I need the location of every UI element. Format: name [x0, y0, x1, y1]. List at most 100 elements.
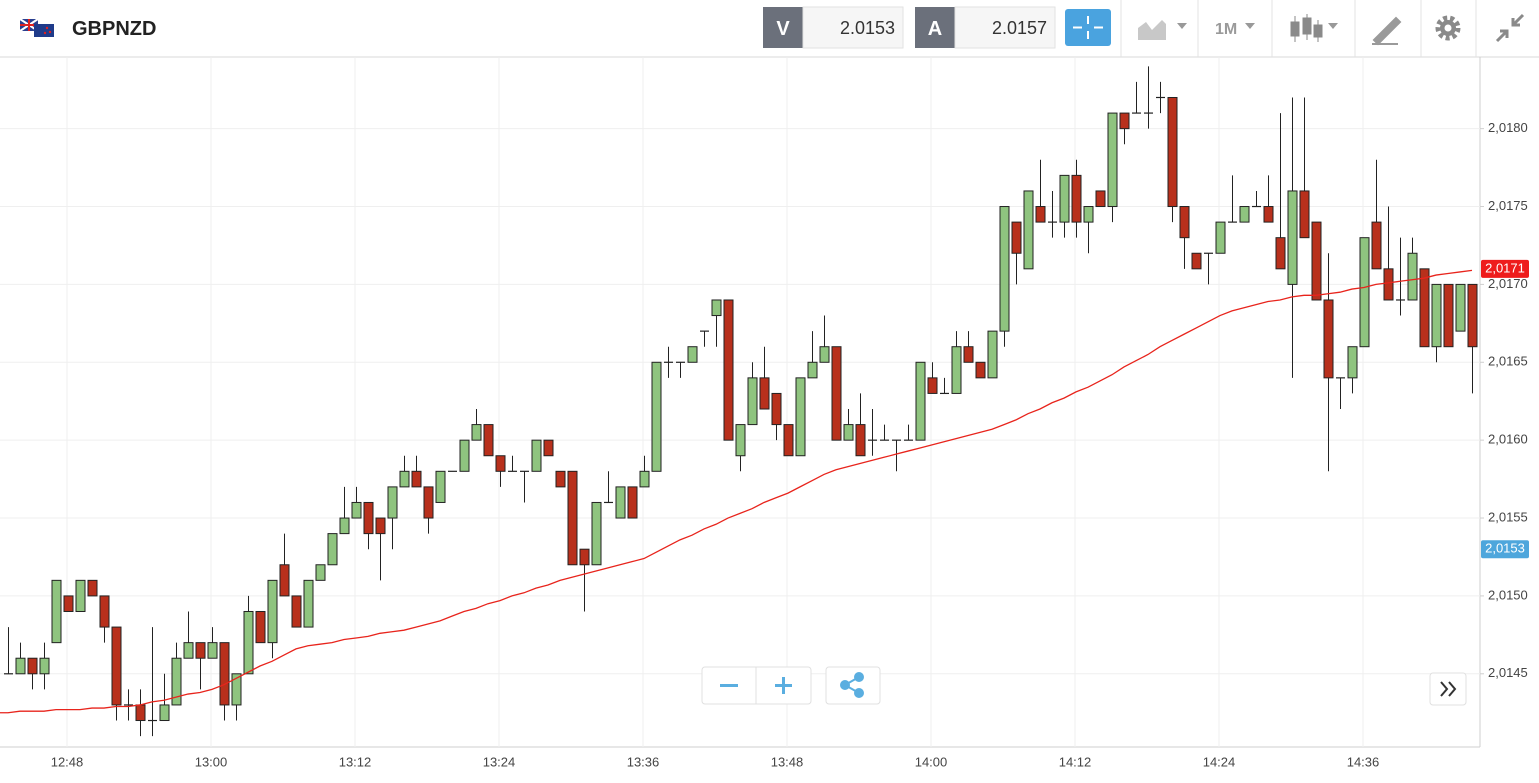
candle-body	[219, 642, 230, 706]
candle-body	[543, 439, 554, 457]
crosshair-button[interactable]	[1065, 9, 1111, 46]
candle-body	[267, 579, 278, 644]
candle-body	[231, 673, 242, 706]
candle-body	[411, 470, 422, 488]
candle-body	[1311, 221, 1322, 301]
candle-body	[1419, 268, 1430, 348]
candle-body	[315, 564, 326, 581]
plot	[0, 66, 1478, 737]
scroll-end-icon	[1440, 681, 1457, 697]
candle-body	[375, 517, 386, 535]
candle-body	[639, 470, 650, 488]
candle-body	[1107, 112, 1118, 208]
candle-body	[1323, 299, 1334, 379]
candle-body	[1011, 221, 1022, 254]
candle-body	[687, 346, 698, 363]
candle-body	[183, 642, 194, 659]
buy-price-box[interactable]	[954, 6, 1056, 49]
candle-body	[495, 455, 506, 472]
sell-price: 2.0153	[840, 18, 895, 38]
moving-average-line	[0, 269, 1473, 714]
y-tick-label: 2,0170	[1488, 276, 1528, 291]
sell-label: V	[776, 18, 790, 40]
candle-body	[87, 579, 98, 597]
candle-body	[579, 548, 590, 566]
candle-body	[1035, 206, 1046, 223]
candle-body	[951, 346, 962, 394]
candle-body	[75, 579, 86, 612]
candle-body	[591, 501, 602, 566]
candle-body	[51, 579, 62, 644]
candle-body	[159, 704, 170, 722]
y-tick-label: 2,0150	[1488, 587, 1528, 602]
price-tag-label: 2,0153	[1485, 541, 1525, 556]
candle-body	[795, 377, 806, 457]
buy-label: A	[928, 18, 942, 40]
candle-body	[1299, 190, 1310, 239]
candle-body	[759, 377, 770, 410]
candle-body	[1383, 268, 1394, 301]
candle-body	[15, 657, 26, 675]
zoom-controls	[701, 666, 1467, 706]
sell-button[interactable]	[763, 7, 803, 48]
x-tick-label: 13:00	[195, 754, 228, 769]
chart-type-button[interactable]	[1138, 20, 1187, 40]
candle-body	[303, 579, 314, 628]
candle-body	[843, 424, 854, 441]
buy-price: 2.0157	[992, 18, 1047, 38]
candle-body	[195, 642, 206, 659]
header: GBPNZD V 2.0153 A 2.0157 1M	[0, 0, 1539, 58]
candle-body	[531, 439, 542, 472]
candle-body	[1083, 206, 1094, 223]
candle-body	[627, 486, 638, 519]
candle-body	[819, 346, 830, 363]
candle-body	[807, 361, 818, 379]
share-icon	[840, 672, 864, 698]
x-tick-label: 13:36	[627, 754, 660, 769]
sell-price-box[interactable]	[802, 6, 904, 49]
candle-body	[651, 361, 662, 472]
candle-body	[99, 595, 110, 628]
candle-body	[471, 424, 482, 441]
collapse-button[interactable]	[1495, 13, 1525, 43]
price-tag-label: 2,0171	[1485, 260, 1525, 275]
buy-button[interactable]	[915, 7, 955, 48]
candle-body	[1287, 190, 1298, 285]
candle-body	[1455, 283, 1466, 332]
settings-button[interactable]	[1435, 15, 1461, 41]
draw-tool-button[interactable]	[1372, 16, 1402, 46]
candle-body	[27, 657, 38, 675]
x-tick-label: 14:12	[1059, 754, 1092, 769]
candle-body	[423, 486, 434, 519]
candle-body	[1023, 190, 1034, 270]
candle-body	[207, 642, 218, 659]
candle-body	[1179, 206, 1190, 239]
price-tag	[1481, 540, 1529, 559]
candle-body	[711, 299, 722, 317]
x-tick-label: 14:00	[915, 754, 948, 769]
candle-body	[387, 486, 398, 519]
candle-body	[135, 704, 146, 722]
candle-body	[483, 424, 494, 457]
x-tick-label: 12:48	[51, 754, 84, 769]
y-tick-label: 2,0180	[1488, 120, 1528, 135]
candle-body	[1071, 174, 1082, 223]
candle-body	[1215, 221, 1226, 254]
candle-body	[1443, 283, 1454, 348]
candle-body	[735, 424, 746, 457]
zoom-in-button[interactable]	[775, 677, 792, 694]
candle-body	[435, 470, 446, 503]
candle-body	[987, 330, 998, 379]
candle-style-button[interactable]	[1290, 14, 1338, 42]
candle-body	[963, 346, 974, 363]
candle-body	[1431, 283, 1442, 348]
candle-body	[39, 657, 50, 675]
candle-body	[999, 206, 1010, 332]
candle-body	[855, 424, 866, 457]
share-box[interactable]	[825, 666, 881, 705]
y-tick-label: 2,0155	[1488, 509, 1528, 524]
timeframe[interactable]: 1M	[1215, 21, 1237, 38]
candle-body	[351, 501, 362, 519]
candle-body	[459, 439, 470, 472]
